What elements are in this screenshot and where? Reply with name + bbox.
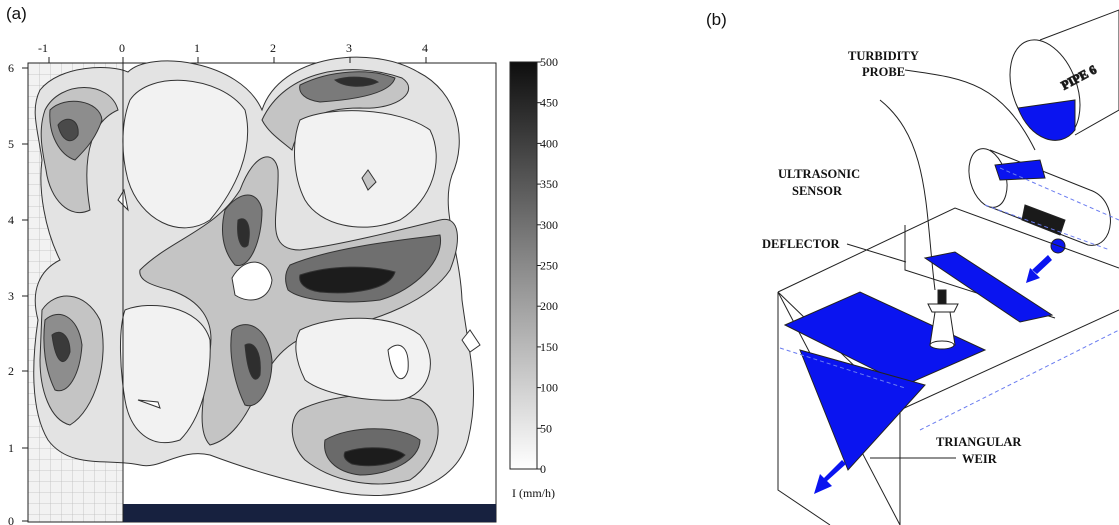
sensor-mount [927, 303, 959, 313]
contour-level-4 [51, 331, 71, 363]
colorbar-tick-label: 150 [540, 340, 558, 354]
water-upper [923, 251, 1054, 323]
colorbar-tick-label: 250 [540, 259, 558, 273]
triangular-weir-water [799, 349, 926, 471]
colorbar-tick-label: 50 [540, 421, 552, 435]
colorbar-tick-label: 450 [540, 96, 558, 110]
contour-minimum [120, 304, 211, 444]
colorbar-tick-label: 400 [540, 136, 558, 150]
dashed-line [779, 347, 906, 389]
tank-front-left [777, 292, 831, 525]
outflow-arrow [814, 460, 846, 494]
contour-small-peak [361, 169, 377, 191]
apparatus-diagram: PIPE 6 TURBIDITY PROBE ULTRASONIC SENSOR… [762, 9, 1119, 525]
contour-minimum [137, 399, 161, 409]
colorbar-tick-label: 350 [540, 177, 558, 191]
y-tick-label: 5 [8, 137, 14, 151]
contour-minimum [294, 110, 437, 228]
contour-outlier [461, 329, 481, 353]
y-tick-label: 3 [8, 289, 14, 303]
colorbar-ticks: 0 50 100 150 200 250 300 350 400 450 500 [537, 55, 558, 476]
contour-level-4 [244, 343, 261, 380]
sensor-beam-base [929, 340, 955, 350]
y-axis: 0 1 2 3 4 5 6 [8, 61, 28, 525]
colorbar-tick-label: 300 [540, 218, 558, 232]
y-tick-label: 1 [8, 441, 14, 455]
contour-level-4 [333, 76, 380, 87]
contour-level-4 [237, 218, 250, 248]
turbidity-leader [904, 69, 1036, 151]
pipe-water [1017, 99, 1076, 141]
y-tick-label: 2 [8, 364, 14, 378]
ultrasonic-sensor [937, 289, 947, 305]
bottom-bar [123, 504, 496, 522]
x-axis: -1 0 1 2 3 4 [38, 41, 428, 63]
panel-a-label: (a) [6, 4, 27, 23]
small-pipe-water [994, 159, 1046, 181]
turbidity-label-1: TURBIDITY [848, 49, 919, 63]
contour-level-5 [299, 266, 396, 294]
weir-label-1: TRIANGULAR [936, 435, 1022, 449]
y-tick-label: 4 [8, 213, 14, 227]
colorbar-tick-label: 200 [540, 299, 558, 313]
dashed-line [919, 329, 1119, 431]
contour-minimum [122, 79, 249, 229]
contour-level-4 [57, 118, 79, 142]
colorbar-tick-label: 0 [540, 462, 546, 476]
panel-b-label: (b) [706, 10, 727, 29]
colorbar-gradient [509, 61, 538, 470]
x-tick-label: -1 [38, 41, 48, 55]
tank-top-back [777, 207, 1119, 293]
x-tick-label: 0 [119, 41, 125, 55]
contour-minimum [387, 344, 409, 380]
colorbar-unit-label: I (mm/h) [512, 486, 555, 500]
inflow-arrow [1026, 255, 1052, 283]
y-tick-label: 0 [8, 514, 14, 525]
turbidity-probe-body [1021, 204, 1066, 236]
x-tick-label: 3 [346, 41, 352, 55]
ultrasonic-label-1: ULTRASONIC [778, 167, 860, 181]
x-tick-label: 2 [270, 41, 276, 55]
deflector-label: DEFLECTOR [762, 237, 841, 251]
weir-label-2: WEIR [962, 452, 998, 466]
x-tick-label: 1 [194, 41, 200, 55]
pipe-body [1039, 9, 1119, 136]
x-tick-label: 4 [422, 41, 428, 55]
deflector-leader [846, 243, 907, 263]
contour-level-5 [343, 447, 406, 467]
contour-map [27, 56, 497, 523]
turbidity-label-2: PROBE [862, 65, 905, 79]
y-tick-label: 6 [8, 61, 14, 75]
colorbar-tick-label: 500 [540, 55, 558, 69]
water-main [783, 291, 987, 386]
ultrasonic-leader [879, 99, 936, 291]
contour-minimum [231, 261, 273, 301]
dashed-line [999, 167, 1119, 221]
dashed-line [984, 204, 1111, 251]
sensor-beam [929, 311, 956, 346]
contour-minimum [295, 317, 431, 401]
colorbar: 0 50 100 150 200 250 300 350 400 450 500 I (mm/h) [509, 55, 558, 500]
colorbar-tick-label: 100 [540, 381, 558, 395]
ultrasonic-label-2: SENSOR [792, 184, 843, 198]
